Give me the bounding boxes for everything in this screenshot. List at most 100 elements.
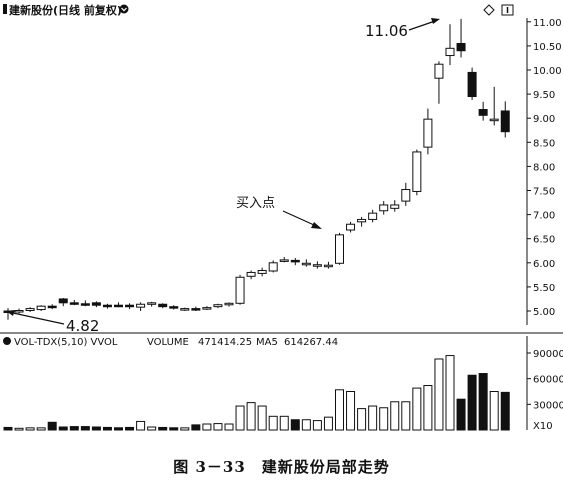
volume-bar-up bbox=[246, 402, 256, 431]
price-tick-label: 9.50 bbox=[533, 90, 555, 101]
candle-body-down bbox=[80, 303, 90, 306]
volume-bar-down bbox=[169, 427, 179, 431]
candle bbox=[213, 303, 223, 309]
candle bbox=[312, 261, 322, 269]
candle bbox=[301, 259, 311, 267]
volume-unit-label: X10 bbox=[533, 421, 553, 432]
chevron-down-icon[interactable] bbox=[119, 4, 129, 14]
volume-bar-down bbox=[58, 426, 68, 431]
candle bbox=[158, 303, 168, 309]
candle bbox=[335, 232, 344, 265]
candle bbox=[268, 260, 278, 273]
candle-body-up bbox=[202, 307, 212, 310]
candle bbox=[14, 308, 24, 314]
price-tick-label: 6.50 bbox=[533, 235, 555, 246]
volume-bar-up bbox=[136, 420, 146, 431]
candle-body-down bbox=[478, 109, 488, 116]
candle-body-up bbox=[268, 262, 278, 272]
candle-body-up bbox=[379, 204, 389, 212]
volume-bar-down bbox=[80, 426, 90, 431]
candle-body-up bbox=[14, 310, 24, 313]
candlestick-series bbox=[3, 18, 510, 320]
candle-body-down bbox=[456, 42, 466, 52]
candle bbox=[36, 305, 46, 311]
candle-body-down bbox=[102, 304, 112, 308]
candle bbox=[401, 182, 411, 206]
candle-body-up bbox=[401, 189, 411, 202]
candle bbox=[257, 267, 267, 277]
candle-body-up bbox=[180, 308, 190, 311]
volume-bar-up bbox=[268, 415, 278, 431]
volume-bar-up bbox=[434, 358, 444, 431]
candle bbox=[445, 24, 455, 66]
settings-icon[interactable] bbox=[501, 4, 514, 16]
volume-bar-up bbox=[36, 427, 46, 431]
candle-body-up bbox=[390, 204, 400, 209]
candle bbox=[80, 300, 90, 307]
candle bbox=[368, 209, 378, 223]
candle-body-down bbox=[47, 305, 57, 309]
volume-bar-up bbox=[390, 401, 400, 431]
volume-bar-up bbox=[423, 385, 433, 431]
price-tick-label: 8.00 bbox=[533, 162, 555, 173]
volume-bar-up bbox=[25, 427, 35, 431]
candle-body-down bbox=[500, 110, 510, 133]
candle bbox=[25, 307, 35, 312]
candle bbox=[489, 86, 499, 126]
volume-tick-label: 30000 bbox=[533, 400, 563, 411]
volume-panel: VOL-TDX(5,10) VVOL VOLUME 471414.25 MA5 … bbox=[0, 332, 563, 432]
candle-body-up bbox=[235, 276, 245, 304]
volume-bar-down bbox=[456, 398, 466, 431]
volume-bar-down bbox=[478, 373, 488, 431]
candle-body-up bbox=[357, 218, 367, 223]
volume-bar-up bbox=[379, 407, 389, 431]
buy-label: 买入点 bbox=[236, 196, 275, 211]
price-tick-label: 5.00 bbox=[533, 307, 555, 318]
volume-bar-up bbox=[323, 416, 333, 431]
volume-bar-down bbox=[290, 419, 300, 431]
candle-body-down bbox=[158, 303, 168, 308]
price-tick-label: 10.50 bbox=[533, 42, 562, 53]
buy-arrow-icon bbox=[311, 222, 322, 229]
chart-title: 建新股份(日线 前复权) bbox=[9, 3, 122, 17]
volume-bar-down bbox=[91, 426, 101, 431]
price-axis: 5.00 5.50 6.00 6.50 7.00 7.50 8.00 8.50 9.00 9.50… bbox=[527, 18, 562, 318]
indicator-name: VOL-TDX(5,10) VVOL bbox=[14, 337, 118, 348]
candle bbox=[125, 303, 135, 310]
header-marker bbox=[3, 4, 7, 14]
volume-bar-up bbox=[412, 387, 422, 431]
candle-body-down bbox=[58, 298, 68, 304]
price-tick-label: 7.50 bbox=[533, 187, 555, 198]
diamond-icon[interactable] bbox=[483, 4, 495, 16]
candle-body-up bbox=[346, 223, 356, 231]
candle bbox=[47, 304, 57, 310]
candle bbox=[191, 306, 201, 311]
candle bbox=[423, 108, 433, 155]
candle bbox=[114, 302, 123, 308]
candle bbox=[500, 101, 510, 138]
volume-bar-up bbox=[224, 423, 234, 431]
candle-body-up bbox=[335, 234, 344, 264]
candle bbox=[323, 261, 333, 269]
candle-body-down bbox=[290, 259, 300, 263]
low-arrow-icon bbox=[6, 310, 15, 316]
candle bbox=[434, 61, 444, 104]
candle-body-up bbox=[257, 270, 267, 274]
candle bbox=[357, 217, 367, 227]
candle-body-up bbox=[423, 118, 433, 148]
indicator-dot-icon bbox=[3, 337, 11, 345]
candle-body-down bbox=[467, 71, 477, 98]
volume-bar-down bbox=[191, 424, 201, 431]
price-tick-label: 8.50 bbox=[533, 138, 555, 149]
candle-body-up bbox=[312, 264, 322, 267]
volume-bar-up bbox=[368, 405, 378, 431]
candle-body-up bbox=[213, 304, 223, 308]
volume-value: 471414.25 bbox=[198, 337, 252, 348]
figure-caption: 图 3－33 建新股份局部走势 bbox=[173, 458, 390, 476]
volume-bar-up bbox=[213, 423, 223, 431]
candle bbox=[279, 257, 289, 263]
candle-body-down bbox=[114, 304, 123, 308]
candle bbox=[467, 67, 477, 100]
volume-bar-up bbox=[357, 408, 367, 431]
